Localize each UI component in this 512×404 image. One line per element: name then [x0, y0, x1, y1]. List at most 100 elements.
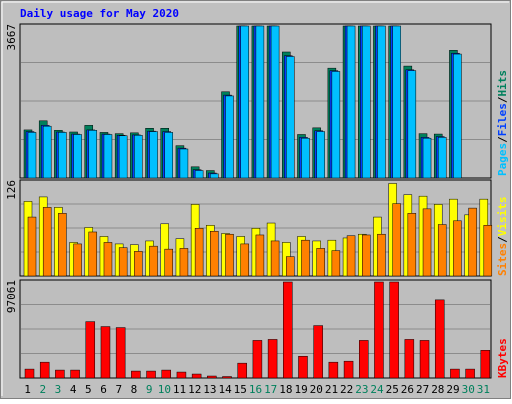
- pages-bar: [210, 173, 219, 179]
- sites-bar: [27, 216, 37, 277]
- kbytes-bar: [39, 361, 50, 379]
- kbytes-bar: [359, 340, 369, 379]
- day-label: 17: [264, 383, 277, 396]
- visitors-panel: 126 Sites/Visits: [5, 179, 509, 277]
- requests-legend: Pages/Files/Hits: [496, 70, 509, 176]
- sites-bar: [58, 213, 67, 277]
- day-label: 22: [340, 383, 353, 396]
- kbytes-bar: [191, 373, 202, 379]
- pages-bar: [331, 71, 341, 179]
- pages-bar: [392, 25, 401, 179]
- day-label: 4: [70, 383, 77, 396]
- day-label: 6: [100, 383, 107, 396]
- sites-bar: [346, 235, 356, 277]
- pages-bar: [118, 135, 128, 179]
- pages-bar: [134, 135, 143, 179]
- day-label: 8: [131, 383, 138, 396]
- pages-bar: [437, 137, 447, 179]
- sites-bar: [194, 228, 204, 277]
- sites-bar: [210, 230, 219, 277]
- kbytes-bar: [55, 369, 65, 379]
- kbytes-bar: [252, 340, 263, 379]
- sites-bar: [225, 233, 234, 277]
- day-label: 12: [188, 383, 201, 396]
- kbytes-bar: [465, 368, 475, 379]
- kbytes-bar: [222, 376, 232, 379]
- kbytes-bar: [70, 369, 80, 379]
- legend-separator: /: [496, 96, 509, 103]
- pages-bar: [377, 25, 386, 179]
- kbytes-bar: [131, 370, 141, 379]
- day-label: 3: [55, 383, 62, 396]
- requests-panel: 3667 Pages/Files/Hits: [5, 23, 509, 179]
- pages-bar: [194, 170, 204, 179]
- legend-sites: Sites: [496, 243, 509, 276]
- day-label: 15: [234, 383, 247, 396]
- sites-bar: [42, 207, 52, 277]
- sites-bar: [164, 248, 173, 277]
- sites-bar: [286, 256, 295, 277]
- kbytes-bar: [146, 370, 156, 379]
- pages-bar: [453, 53, 462, 179]
- requests-axis-max: 3667: [5, 24, 18, 51]
- sites-bar: [362, 234, 371, 277]
- day-label: 26: [401, 383, 414, 396]
- kbytes-bar: [100, 326, 111, 379]
- day-label: 29: [446, 383, 459, 396]
- sites-bar: [240, 243, 249, 277]
- day-label: 11: [173, 383, 186, 396]
- day-label: 10: [158, 383, 171, 396]
- sites-bar: [270, 240, 280, 277]
- day-label: 27: [416, 383, 429, 396]
- day-label: 25: [386, 383, 399, 396]
- legend-separator: /: [496, 136, 509, 143]
- pages-bar: [362, 25, 371, 179]
- kbytes-bar: [161, 369, 171, 379]
- day-axis-labels: 1 2 3 4 5 6 7 8 9 10 11 12 13 14 15 16 17 18 19 20 21 22 23 24 2…: [24, 383, 490, 396]
- legend-files: Files: [496, 103, 509, 136]
- day-label: 31: [477, 383, 490, 396]
- sites-bar: [118, 247, 128, 277]
- visitors-legend: Sites/Visits: [496, 197, 509, 277]
- pages-bar: [88, 130, 98, 179]
- pages-bar: [27, 132, 37, 179]
- sites-bar: [392, 203, 401, 277]
- day-label: 28: [431, 383, 444, 396]
- day-label: 5: [85, 383, 92, 396]
- day-label: 18: [279, 383, 292, 396]
- day-label: 19: [294, 383, 307, 396]
- kbytes-panel: 97061 KBytes: [5, 279, 509, 379]
- pages-bar: [301, 137, 310, 179]
- kbytes-bar: [237, 362, 247, 379]
- kbytes-bar: [298, 355, 308, 379]
- kbytes-bar: [115, 327, 126, 379]
- visitors-axis-max: 126: [5, 180, 18, 200]
- pages-bar: [422, 137, 432, 179]
- sites-bar: [483, 225, 493, 277]
- kbytes-bar: [176, 371, 187, 379]
- kbytes-bars: [24, 281, 491, 379]
- sites-bar: [134, 251, 143, 277]
- pages-bar: [149, 131, 158, 179]
- day-label: 13: [203, 383, 216, 396]
- pages-bar: [179, 148, 189, 179]
- legend-visits: Visits: [496, 197, 509, 237]
- kbytes-bar: [389, 281, 399, 379]
- day-label: 1: [24, 383, 31, 396]
- sites-bar: [103, 242, 113, 277]
- legend-pages: Pages: [496, 143, 509, 176]
- legend-separator: /: [496, 236, 509, 243]
- pages-bar: [103, 134, 113, 179]
- pages-bar: [73, 134, 82, 179]
- sites-bar: [437, 224, 447, 277]
- pages-bar: [286, 56, 295, 179]
- kbytes-bar: [283, 281, 293, 379]
- sites-bar: [88, 231, 98, 277]
- kbytes-bar: [419, 340, 430, 379]
- day-label: 23: [355, 383, 368, 396]
- kbytes-bar: [207, 375, 217, 379]
- kbytes-bar: [267, 339, 278, 379]
- kbytes-bar: [404, 339, 415, 379]
- day-label: 16: [249, 383, 262, 396]
